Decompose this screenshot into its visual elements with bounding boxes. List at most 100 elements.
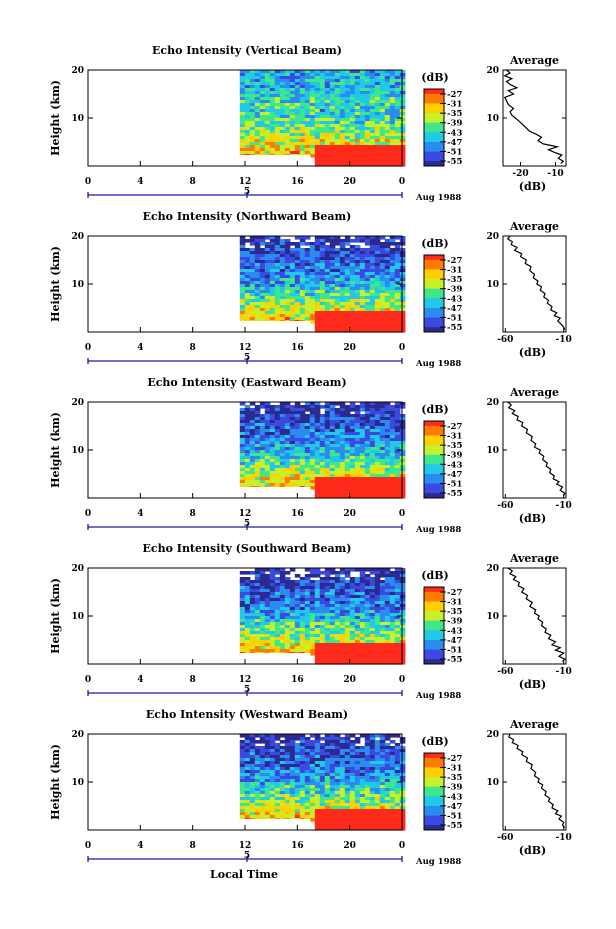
heatmap-cell — [364, 746, 371, 750]
heatmap-cell — [349, 432, 356, 436]
heatmap-cell — [274, 746, 281, 750]
heatmap-cell — [244, 577, 251, 581]
heatmap-cell — [364, 465, 371, 469]
heatmap-cell — [319, 248, 326, 252]
heatmap-cell — [309, 459, 316, 463]
heatmap-cell — [384, 595, 391, 599]
heatmap-cell — [379, 103, 386, 107]
heatmap-cell — [324, 426, 331, 430]
heatmap-cell — [349, 417, 356, 421]
heatmap-cell — [379, 592, 386, 596]
heatmap-cell — [369, 417, 376, 421]
heatmap-cell — [364, 761, 371, 765]
heatmap-cell — [239, 100, 246, 104]
heatmap-cell — [259, 444, 266, 448]
heatmap-cell — [369, 139, 376, 143]
heatmap-cell — [299, 782, 306, 786]
heatmap-cell — [309, 154, 316, 158]
heatmap-cell — [379, 275, 386, 279]
heatmap-cell — [324, 109, 331, 113]
heatmap-cell — [339, 133, 346, 137]
heatmap-cell — [339, 254, 346, 258]
heatmap-cell — [284, 453, 291, 457]
heatmap-cell — [374, 447, 381, 451]
heatmap-cell — [264, 640, 271, 644]
heatmap-cell — [304, 432, 311, 436]
heatmap-cell — [339, 82, 346, 86]
heatmap-cell — [399, 486, 406, 490]
heatmap-cell — [289, 73, 296, 77]
heatmap-cell — [314, 495, 321, 499]
heatmap-cell — [364, 649, 371, 653]
heatmap-cell — [329, 444, 336, 448]
heatmap-cell — [344, 444, 351, 448]
heatmap-cell — [364, 420, 371, 424]
heatmap-cell — [279, 260, 286, 264]
heatmap-cell — [269, 568, 276, 572]
heatmap-cell — [354, 652, 361, 656]
heatmap-cell — [354, 468, 361, 472]
heatmap-cell — [384, 465, 391, 469]
heatmap-cell — [239, 94, 246, 98]
heatmap-cell — [259, 100, 266, 104]
heatmap-cell — [369, 655, 376, 659]
heatmap-cell — [249, 776, 256, 780]
heatmap-cell — [304, 764, 311, 768]
heatmap-cell — [339, 761, 346, 765]
heatmap-cell — [359, 314, 366, 318]
heatmap-cell — [314, 646, 321, 650]
heatmap-cell — [259, 755, 266, 759]
heatmap-cell — [334, 800, 341, 804]
heatmap-cell — [374, 163, 381, 167]
heatmap-cell — [274, 239, 281, 243]
heatmap-cell — [374, 486, 381, 490]
heatmap-cell — [379, 752, 386, 756]
heatmap-cell — [399, 441, 406, 445]
heatmap-cell — [304, 308, 311, 312]
heatmap-cell — [389, 474, 396, 478]
heatmap-cell — [264, 85, 271, 89]
heatmap-cell — [374, 580, 381, 584]
heatmap-cell — [319, 598, 326, 602]
heatmap-cell — [324, 450, 331, 454]
heatmap-cell — [329, 130, 336, 134]
heatmap-cell — [304, 438, 311, 442]
heatmap-cell — [374, 655, 381, 659]
heatmap-cell — [394, 625, 401, 629]
heatmap-cell — [259, 302, 266, 306]
heatmap-cell — [309, 79, 316, 83]
heatmap-cell — [254, 471, 261, 475]
heatmap-cell — [334, 308, 341, 312]
heatmap-cell — [259, 106, 266, 110]
heatmap-cell — [294, 139, 301, 143]
heatmap-cell — [264, 136, 271, 140]
heatmap-cell — [379, 788, 386, 792]
heatmap-cell — [354, 284, 361, 288]
heatmap-cell — [324, 574, 331, 578]
heatmap-cell — [294, 236, 301, 240]
heatmap-cell — [284, 758, 291, 762]
heatmap-cell — [359, 794, 366, 798]
heatmap-cell — [249, 118, 256, 122]
heatmap-cell — [389, 139, 396, 143]
heatmap-cell — [239, 145, 246, 149]
panel-title: Echo Intensity (Westward Beam) — [146, 708, 348, 721]
heatmap-cell — [329, 85, 336, 89]
heatmap-cell — [374, 450, 381, 454]
heatmap-cell — [349, 755, 356, 759]
heatmap-cell — [359, 595, 366, 599]
heatmap-cell — [394, 471, 401, 475]
heatmap-cell — [244, 622, 251, 626]
heatmap-cell — [364, 121, 371, 125]
colorbar-segment — [424, 117, 444, 124]
heatmap-cell — [384, 329, 391, 333]
heatmap-cell — [394, 272, 401, 276]
heatmap-cell — [274, 794, 281, 798]
heatmap-cell — [319, 655, 326, 659]
heatmap-cell — [264, 631, 271, 635]
heatmap-cell — [264, 417, 271, 421]
heatmap-cell — [359, 495, 366, 499]
heatmap-cell — [374, 411, 381, 415]
heatmap-cell — [244, 450, 251, 454]
heatmap-cell — [399, 604, 406, 608]
